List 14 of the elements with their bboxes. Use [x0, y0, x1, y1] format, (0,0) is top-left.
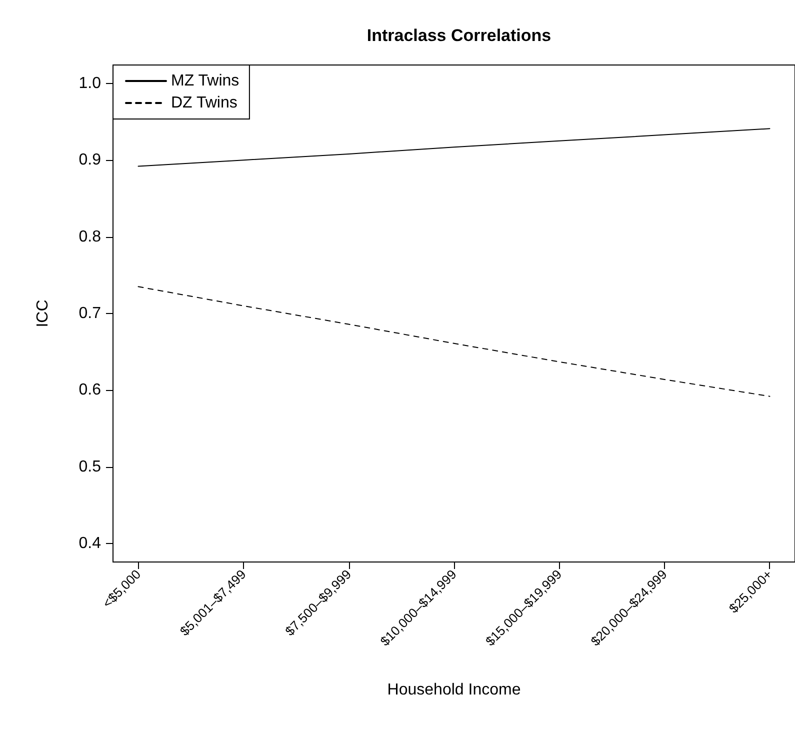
line-series — [138, 286, 770, 397]
y-tick-label: 0.5 — [78, 458, 102, 476]
chart-title: Intraclass Correlations — [366, 26, 552, 45]
legend-label: DZ Twins — [171, 94, 238, 112]
y-tick-label: 0.8 — [78, 228, 102, 246]
y-tick-label: 0.6 — [78, 382, 102, 399]
y-tick-label: 1.0 — [78, 74, 102, 92]
y-tick-label: 0.4 — [78, 535, 102, 552]
x-axis-title: Household Income — [387, 682, 521, 698]
legend-label: MZ Twins — [171, 72, 240, 90]
line-series — [138, 128, 770, 167]
y-tick-label: 0.7 — [78, 305, 102, 322]
y-tick-label: 0.9 — [78, 152, 102, 169]
y-axis-title: ICC — [34, 300, 52, 328]
